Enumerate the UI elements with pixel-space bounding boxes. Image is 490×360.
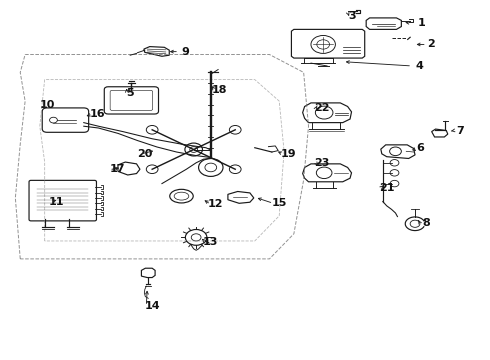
- Text: 8: 8: [422, 218, 430, 228]
- Text: 11: 11: [49, 197, 65, 207]
- Text: 18: 18: [212, 85, 227, 95]
- Text: 5: 5: [126, 88, 134, 98]
- Text: 16: 16: [90, 109, 105, 119]
- Text: 13: 13: [203, 237, 219, 247]
- Text: 12: 12: [208, 199, 223, 210]
- Text: 4: 4: [416, 61, 424, 71]
- Text: 9: 9: [181, 46, 189, 57]
- Text: 22: 22: [315, 103, 330, 113]
- Text: 15: 15: [271, 198, 287, 208]
- Text: 1: 1: [418, 18, 426, 28]
- Text: 10: 10: [39, 100, 55, 110]
- Text: 2: 2: [427, 40, 435, 49]
- Text: 20: 20: [137, 149, 152, 159]
- Text: 19: 19: [281, 149, 297, 159]
- Text: 14: 14: [145, 301, 160, 311]
- Text: 3: 3: [349, 11, 356, 21]
- Text: 21: 21: [379, 183, 394, 193]
- Text: 17: 17: [109, 164, 125, 174]
- Text: 6: 6: [416, 143, 424, 153]
- Text: 7: 7: [456, 126, 464, 135]
- Text: 23: 23: [315, 158, 330, 168]
